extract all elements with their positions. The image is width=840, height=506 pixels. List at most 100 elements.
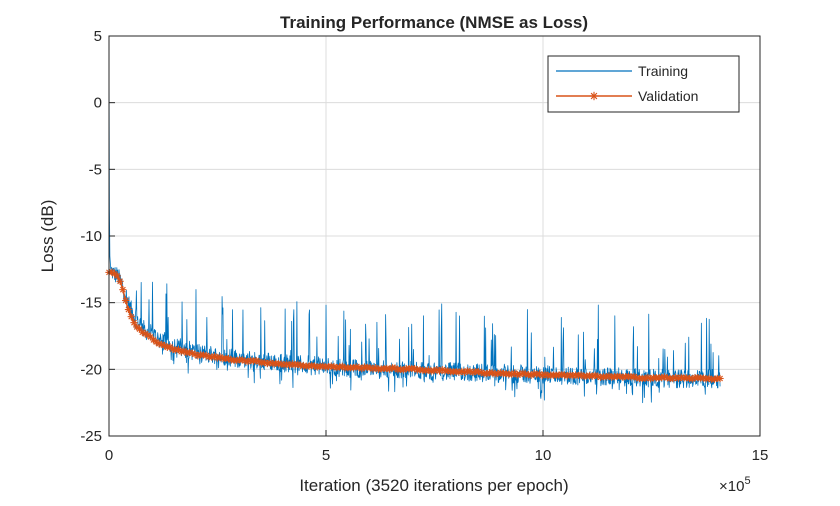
validation-marker-stroke — [261, 359, 268, 366]
y-tick-label: -25 — [80, 428, 102, 445]
validation-marker — [372, 364, 380, 372]
validation-marker-stroke — [592, 372, 598, 379]
validation-marker-stroke — [125, 306, 132, 313]
validation-marker-stroke — [558, 371, 565, 378]
validation-marker-stroke — [294, 361, 301, 368]
validation-marker-stroke — [372, 364, 379, 371]
validation-marker-stroke — [167, 343, 174, 350]
validation-marker-stroke — [189, 350, 196, 357]
validation-marker-stroke — [367, 364, 374, 371]
validation-marker-stroke — [425, 367, 432, 373]
x-axis-multiplier: ×105 — [719, 475, 751, 495]
axis-ticks: 0 5 10 15 5 0 -5 -10 -15 -20 -25 — [80, 28, 768, 464]
validation-marker-stroke — [339, 363, 346, 370]
validation-marker-stroke — [625, 373, 632, 380]
x-axis-label: Iteration (3520 iterations per epoch) — [299, 476, 568, 495]
validation-marker-stroke — [644, 374, 651, 381]
validation-marker-stroke — [283, 361, 290, 367]
validation-marker-stroke — [122, 297, 129, 304]
y-tick-label: -15 — [80, 295, 102, 312]
validation-marker-stroke — [511, 370, 518, 377]
validation-marker-stroke — [217, 353, 224, 360]
validation-marker-stroke — [161, 342, 168, 349]
validation-marker-stroke — [319, 363, 326, 369]
validation-marker-stroke — [328, 363, 335, 370]
validation-marker-stroke — [119, 286, 126, 293]
validation-marker-stroke — [536, 371, 543, 377]
validation-marker — [169, 345, 177, 353]
validation-marker-stroke — [444, 367, 451, 374]
validation-marker-stroke — [489, 369, 496, 376]
validation-marker-stroke — [606, 372, 612, 379]
validation-marker-stroke — [142, 330, 149, 337]
validation-marker-stroke — [383, 365, 390, 372]
validation-marker — [124, 305, 133, 314]
validation-marker-stroke — [242, 357, 249, 364]
x-tick-label: 15 — [752, 447, 769, 464]
validation-marker-stroke — [633, 374, 640, 381]
validation-marker-stroke — [522, 371, 529, 377]
validation-marker-stroke — [192, 351, 199, 358]
validation-marker-stroke — [567, 372, 573, 378]
validation-marker-stroke — [158, 341, 165, 348]
validation-marker-stroke — [331, 363, 337, 370]
x-multiplier-base: ×10 — [719, 478, 744, 495]
y-tick-label: 0 — [94, 95, 102, 112]
validation-markers — [105, 268, 724, 383]
validation-marker — [130, 319, 138, 327]
validation-marker-stroke — [308, 362, 315, 369]
validation-marker-stroke — [664, 374, 671, 381]
y-axis-label: Loss (dB) — [38, 200, 57, 273]
validation-marker-stroke — [247, 357, 254, 364]
validation-marker — [113, 272, 121, 280]
validation-marker-stroke — [153, 339, 160, 345]
validation-marker-stroke — [147, 334, 154, 340]
validation-marker-stroke — [203, 352, 210, 359]
validation-marker-stroke — [525, 371, 532, 378]
validation-marker-stroke — [497, 369, 504, 376]
validation-marker-stroke — [356, 364, 362, 371]
legend: Training Validation — [547, 55, 740, 113]
y-tick-label: -10 — [80, 228, 102, 245]
legend-asterisk — [589, 91, 599, 101]
legend-validation-label: Validation — [638, 88, 698, 104]
validation-marker-stroke — [117, 278, 124, 285]
validation-marker-stroke — [186, 349, 193, 356]
validation-marker-stroke — [542, 371, 548, 378]
validation-marker-stroke — [225, 355, 232, 362]
validation-marker-stroke — [175, 346, 182, 353]
x-tick-label: 10 — [535, 447, 552, 464]
legend-box — [547, 55, 740, 113]
validation-marker-stroke — [453, 368, 460, 375]
validation-marker-stroke — [256, 358, 262, 365]
series-layer — [105, 42, 724, 404]
validation-marker-stroke — [144, 332, 151, 339]
validation-marker-stroke — [678, 374, 685, 381]
validation-marker — [716, 374, 724, 383]
validation-marker-stroke — [617, 373, 623, 380]
validation-marker-stroke — [672, 374, 679, 381]
validation-marker-stroke — [278, 361, 285, 367]
validation-marker-stroke — [594, 373, 601, 380]
validation-marker — [127, 313, 135, 321]
validation-marker-stroke — [392, 365, 399, 371]
validation-marker-stroke — [419, 367, 426, 374]
validation-marker — [122, 296, 130, 305]
validation-marker-stroke — [267, 359, 274, 366]
validation-marker-stroke — [458, 368, 465, 375]
validation-marker-stroke — [706, 375, 712, 382]
validation-marker-stroke — [561, 372, 568, 378]
validation-marker — [119, 286, 127, 294]
validation-marker-stroke — [433, 366, 440, 373]
validation-marker-stroke — [136, 326, 143, 332]
validation-marker-stroke — [631, 373, 637, 380]
y-tick-label: 5 — [94, 28, 102, 45]
y-tick-label: -20 — [80, 361, 102, 378]
validation-marker-stroke — [289, 361, 296, 367]
y-tick-label: -5 — [89, 161, 102, 178]
validation-marker-stroke — [211, 353, 218, 360]
validation-marker-stroke — [686, 375, 693, 382]
validation-marker-stroke — [311, 363, 318, 369]
validation-marker-stroke — [717, 375, 723, 382]
